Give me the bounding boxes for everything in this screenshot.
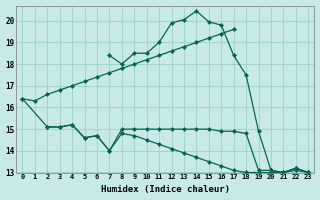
X-axis label: Humidex (Indice chaleur): Humidex (Indice chaleur) bbox=[101, 185, 230, 194]
